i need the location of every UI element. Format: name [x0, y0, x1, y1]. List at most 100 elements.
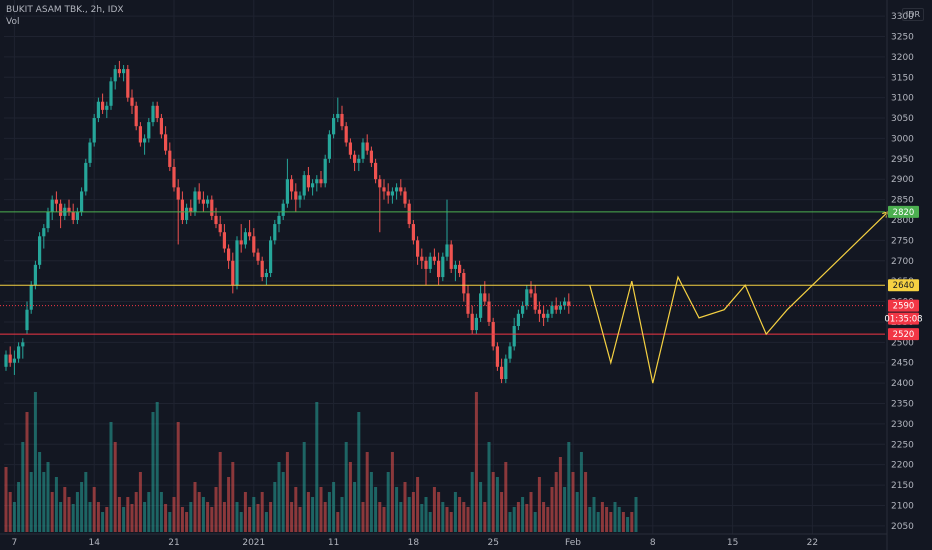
level-badge-2820-bg: [888, 205, 919, 218]
candle-body: [432, 256, 436, 261]
time-tick-label: 14: [88, 538, 100, 548]
volume-bar: [243, 492, 247, 532]
price-axis[interactable]: 3300325032003150310030503000295029002850…: [886, 0, 914, 550]
currency-badge[interactable]: IDR: [901, 8, 924, 21]
symbol-title[interactable]: BUKIT ASAM TBK., 2h, IDX: [6, 5, 124, 15]
volume-bar: [88, 502, 92, 532]
bar-countdown-badge-text: 01:35:08: [884, 315, 922, 325]
volume-bar: [420, 504, 424, 532]
zigzag-line[interactable]: [589, 211, 889, 384]
candle-body: [516, 313, 520, 327]
volume-bar: [449, 512, 453, 532]
volume-bar: [340, 497, 344, 532]
volume-bar: [558, 457, 562, 532]
volume-bar: [42, 472, 46, 532]
price-tick-label: 3050: [891, 114, 914, 124]
candle-body: [12, 358, 16, 363]
candle-body: [130, 97, 134, 106]
candle-body: [382, 187, 386, 192]
candle-body: [54, 199, 58, 204]
volume-bar: [193, 482, 197, 532]
volume-bar: [516, 502, 520, 532]
candle-body: [235, 240, 239, 286]
volume-label[interactable]: Vol: [6, 17, 20, 27]
candle-body: [214, 215, 218, 225]
candle-body: [512, 326, 516, 347]
volume-bar: [529, 492, 533, 532]
candle-body: [260, 260, 264, 278]
volume-bar: [239, 512, 243, 532]
candle-body: [159, 118, 163, 135]
candle-body: [101, 101, 105, 110]
volume-bar: [361, 502, 365, 532]
volume-bar: [332, 482, 336, 532]
candle-body: [374, 162, 378, 180]
candle-body: [206, 199, 210, 204]
volume-bar: [12, 502, 16, 532]
volume-bar: [290, 502, 294, 532]
time-tick-label: 18: [408, 538, 420, 548]
candle-body: [197, 191, 201, 200]
volume-bar: [260, 492, 264, 532]
volume-bar: [54, 477, 58, 532]
candle-body: [504, 358, 508, 380]
volume-bar: [596, 512, 600, 532]
volume-bar: [613, 502, 617, 532]
candle-body: [470, 313, 474, 331]
time-axis[interactable]: 7 14 21 2021 11 18 25 Feb 8 15 22: [0, 533, 887, 548]
volume-bar: [479, 482, 483, 532]
volume-bar: [71, 504, 75, 532]
price-tick-label: 3100: [891, 94, 914, 104]
candle-body: [386, 191, 390, 196]
candle-body: [554, 305, 558, 310]
volume-bar: [59, 502, 63, 532]
candle-body: [420, 256, 424, 261]
volume-bar: [155, 402, 159, 532]
volume-bar: [348, 462, 352, 532]
candle-body: [4, 354, 8, 367]
volume-bar: [172, 497, 176, 532]
volume-bar: [571, 472, 575, 532]
volume-bar: [231, 462, 235, 532]
volume-bar: [25, 412, 29, 532]
candle-body: [105, 105, 109, 110]
volume-bar: [138, 472, 142, 532]
candle-body: [185, 207, 189, 220]
volume-bar: [96, 502, 100, 532]
volume-bar: [382, 507, 386, 532]
candle-body: [558, 305, 562, 310]
volume-bar: [575, 492, 579, 532]
volume-bar: [222, 502, 226, 532]
volume-bar: [365, 452, 369, 532]
candle-body: [428, 256, 432, 269]
candle-body: [529, 289, 533, 294]
volume-bar: [462, 502, 466, 532]
volume-bar: [134, 492, 138, 532]
candle-body: [546, 313, 550, 318]
candle-body: [222, 232, 226, 249]
volume-bar: [159, 492, 163, 532]
price-tick-label: 2500: [891, 338, 914, 348]
volume-bar: [269, 502, 273, 532]
candle-body: [256, 252, 260, 261]
volume-bar: [315, 402, 319, 532]
price-tick-label: 2200: [891, 461, 914, 471]
candle-body: [411, 224, 415, 241]
candle-body: [42, 228, 46, 237]
candle-body: [537, 309, 541, 314]
time-tick-label: 2021: [242, 538, 265, 548]
volume-bar: [38, 452, 42, 532]
volume-bar: [605, 507, 609, 532]
volume-bar: [63, 487, 67, 532]
volume-bar: [201, 497, 205, 532]
time-tick-label: 15: [727, 538, 738, 548]
volume-bar: [214, 487, 218, 532]
volume-bar: [437, 492, 441, 532]
volume-bar: [621, 512, 625, 532]
candle-body: [378, 179, 382, 188]
horizontal-levels[interactable]: [0, 211, 885, 335]
volume-bar: [617, 507, 621, 532]
volume-bar: [588, 507, 592, 532]
volume-bar: [453, 492, 457, 532]
